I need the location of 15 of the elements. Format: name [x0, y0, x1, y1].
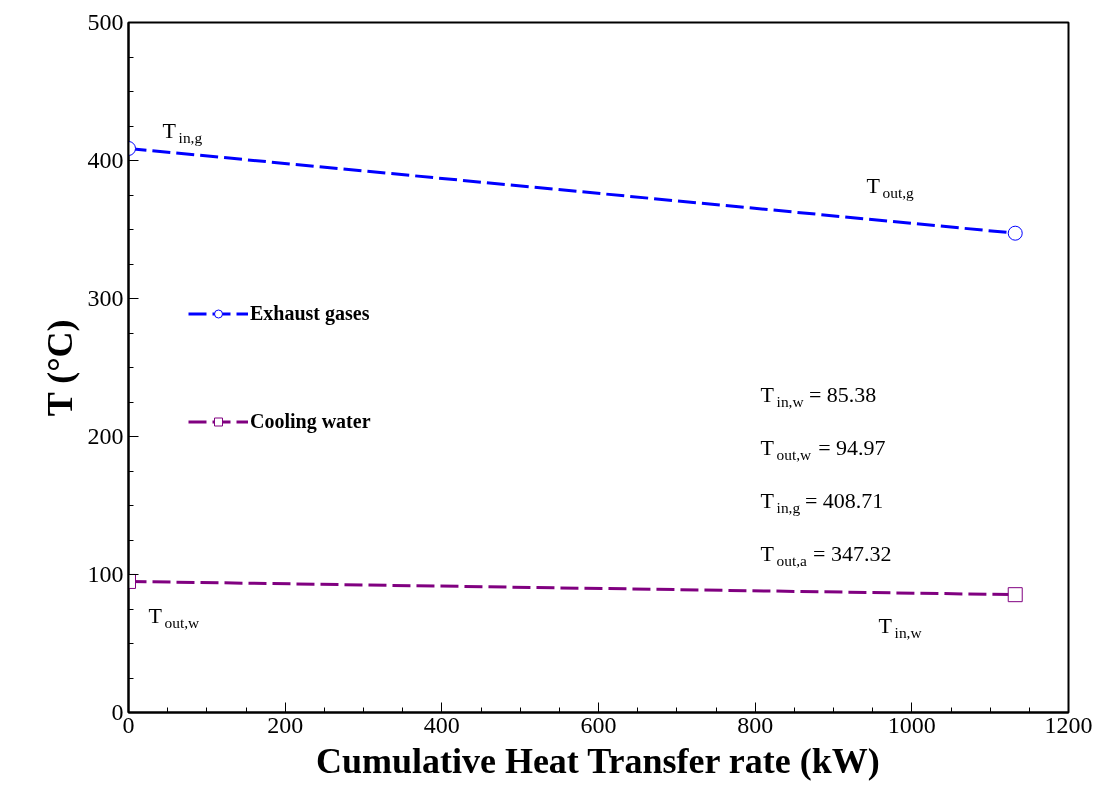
x-tick-label: 400: [423, 711, 460, 738]
y-tick-label: 100: [87, 561, 124, 587]
x-tick-label: 1000: [887, 711, 936, 738]
y-tick-label: 500: [87, 9, 124, 35]
x-tick-label: 200: [267, 711, 304, 738]
x-tick-label: 1200: [1044, 711, 1093, 738]
y-axis-title: T (°C): [39, 319, 80, 417]
y-tick-label: 200: [87, 423, 124, 449]
x-axis-title: Cumulative Heat Transfer rate (kW): [315, 740, 880, 781]
x-tick-label: 800: [737, 711, 774, 738]
x-tick-label: 600: [580, 711, 617, 738]
legend-label: Cooling water: [250, 409, 371, 433]
legend-label: Exhaust gases: [250, 301, 370, 325]
y-tick-label: 400: [87, 147, 124, 173]
y-tick-label: 300: [87, 285, 124, 311]
